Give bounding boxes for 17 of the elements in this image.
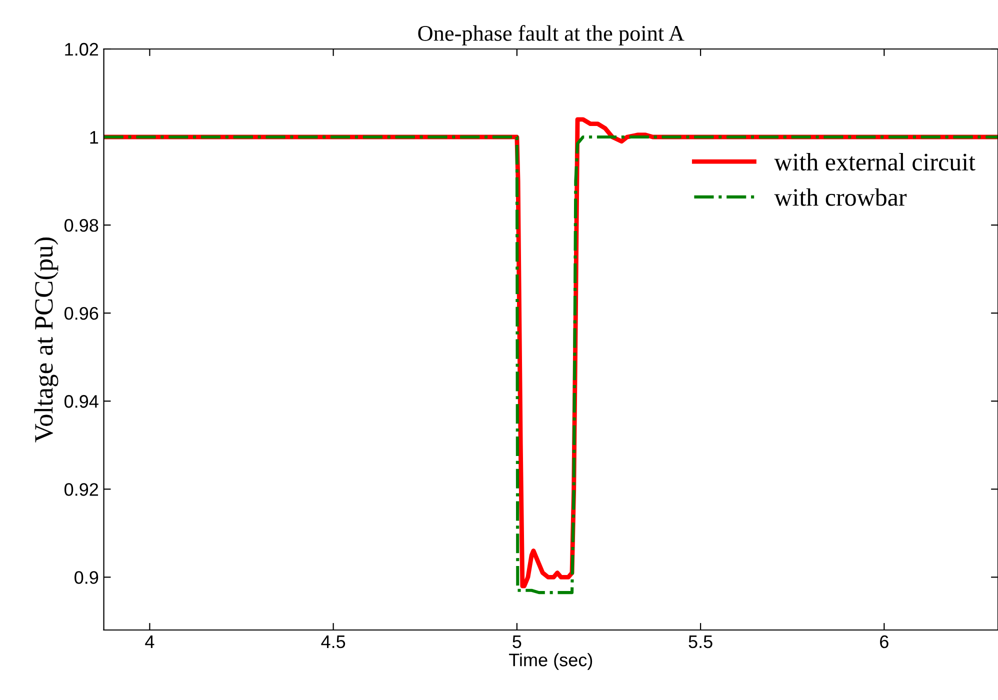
y-tick-label: 0.9 — [74, 571, 98, 584]
y-tick-label: 0.92 — [64, 483, 98, 496]
x-tick-label: 4 — [145, 636, 154, 648]
y-tick-label: 0.98 — [64, 218, 98, 232]
y-axis-title: Voltage at PCC(pu) — [34, 238, 58, 442]
x-tick-label: 5 — [512, 636, 522, 648]
legend-label: with crowbar — [774, 188, 907, 206]
x-tick-label: 6 — [880, 635, 888, 648]
x-tick-label: 5.5 — [688, 636, 712, 648]
legend-label: with external circuit — [774, 152, 976, 171]
y-tick-label: 0.96 — [64, 307, 98, 320]
chart-title: One-phase fault at the point A — [418, 25, 684, 46]
x-axis-title: Time (sec) — [509, 653, 592, 670]
y-tick-label: 1 — [90, 131, 98, 144]
x-tick-label: 4.5 — [321, 636, 346, 648]
y-tick-label: 1.02 — [65, 42, 98, 56]
y-tick-label: 0.94 — [64, 395, 98, 408]
